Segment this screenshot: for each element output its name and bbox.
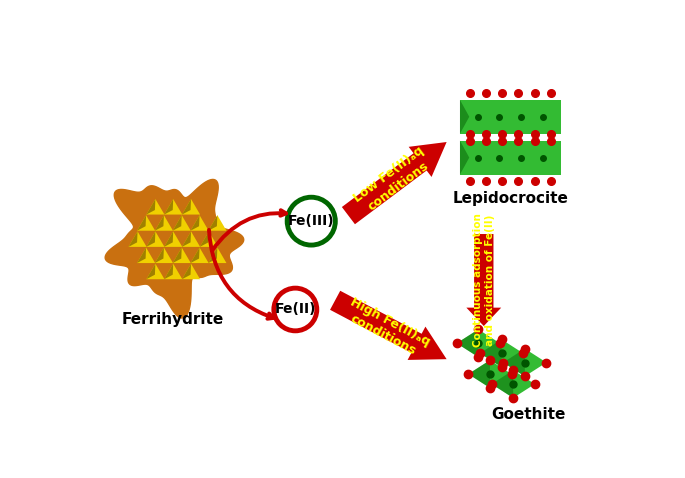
Polygon shape [182,264,200,279]
Polygon shape [129,231,138,247]
Polygon shape [173,248,182,263]
Polygon shape [147,199,155,215]
Polygon shape [137,248,155,263]
Text: High Fe(II)ₐq
conditions: High Fe(II)ₐq conditions [341,295,433,361]
Polygon shape [200,231,209,247]
Polygon shape [182,264,191,279]
Polygon shape [469,360,512,388]
Polygon shape [457,329,500,357]
Polygon shape [466,234,501,326]
Polygon shape [147,231,164,247]
Polygon shape [164,264,182,279]
Polygon shape [147,264,155,279]
Polygon shape [460,141,561,174]
Polygon shape [457,329,478,357]
Polygon shape [208,248,217,263]
Polygon shape [182,199,200,215]
Polygon shape [173,215,191,231]
Polygon shape [480,339,501,367]
Polygon shape [330,291,447,360]
Polygon shape [208,248,227,263]
Polygon shape [105,179,244,318]
Polygon shape [460,100,561,134]
Polygon shape [190,248,199,263]
Polygon shape [164,264,173,279]
Polygon shape [137,248,146,263]
Polygon shape [155,215,173,231]
Polygon shape [137,215,155,231]
Text: Goethite: Goethite [492,407,566,422]
Text: Lepidocrocite: Lepidocrocite [452,191,569,206]
Text: Continuous adsorption
and oxidation of Fe(II): Continuous adsorption and oxidation of F… [473,213,495,347]
Polygon shape [155,248,164,263]
Polygon shape [164,199,182,215]
Polygon shape [492,370,535,398]
Polygon shape [460,141,469,174]
Polygon shape [164,199,173,215]
Polygon shape [469,360,490,388]
Text: Ferrihydrite: Ferrihydrite [122,312,225,327]
Polygon shape [164,231,173,247]
Polygon shape [200,231,218,247]
Polygon shape [190,215,199,231]
Polygon shape [129,231,147,247]
Polygon shape [492,370,513,398]
Polygon shape [137,215,146,231]
Polygon shape [208,215,227,231]
Polygon shape [147,231,155,247]
Polygon shape [173,248,191,263]
Polygon shape [164,231,182,247]
Text: Fe(II): Fe(II) [275,303,316,316]
Circle shape [287,197,336,245]
Polygon shape [503,348,525,376]
Polygon shape [155,215,164,231]
Polygon shape [147,199,164,215]
Polygon shape [182,231,191,247]
Polygon shape [480,339,523,367]
Polygon shape [342,142,447,224]
Polygon shape [155,248,173,263]
Polygon shape [182,199,191,215]
Polygon shape [460,100,469,134]
Polygon shape [182,231,200,247]
Polygon shape [503,348,547,376]
Text: Low Fe(II)ₐq
conditions: Low Fe(II)ₐq conditions [351,144,436,217]
Polygon shape [190,248,209,263]
Text: Fe(III): Fe(III) [288,214,334,228]
Polygon shape [190,215,209,231]
Polygon shape [147,264,164,279]
Polygon shape [208,215,217,231]
Polygon shape [173,215,182,231]
Circle shape [274,288,316,331]
